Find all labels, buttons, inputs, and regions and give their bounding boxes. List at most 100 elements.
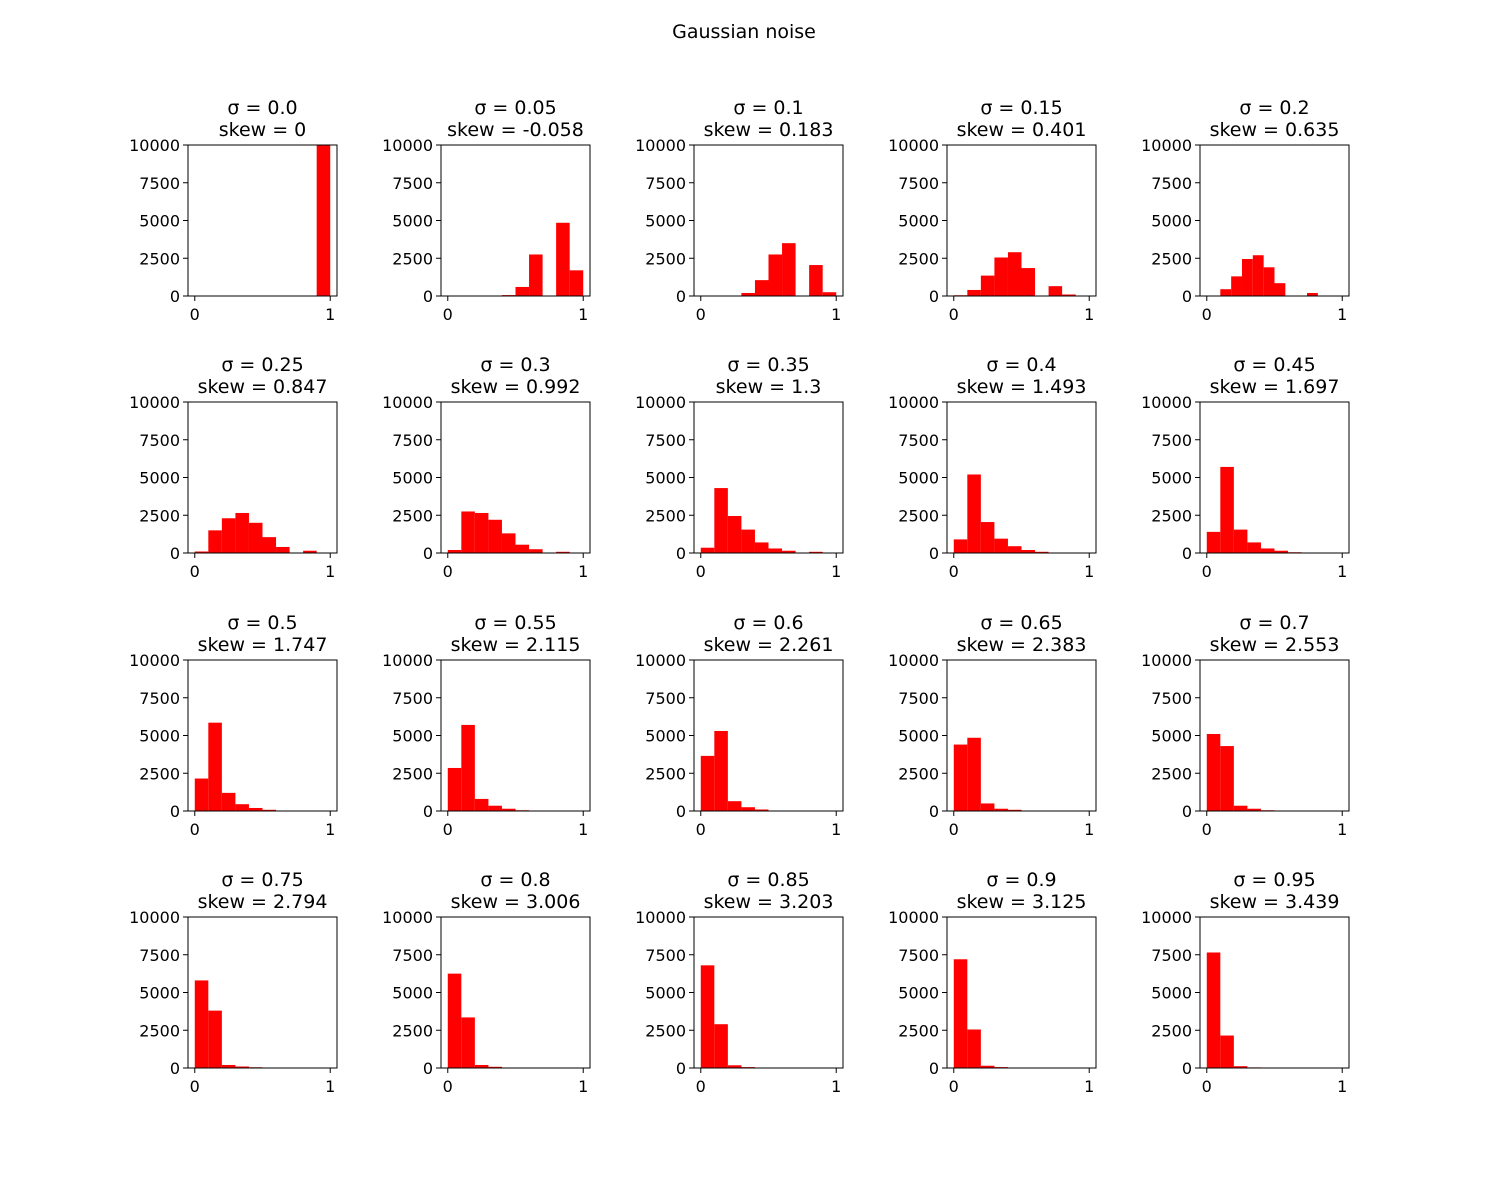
histogram-bar (782, 550, 796, 553)
y-tick-label: 2500 (898, 764, 939, 783)
histogram-bar (727, 1065, 742, 1068)
y-tick-label: 10000 (1141, 651, 1192, 670)
y-tick-label: 0 (929, 544, 939, 563)
y-tick-label: 0 (929, 1059, 939, 1078)
y-tick-label: 2500 (645, 506, 686, 525)
y-tick-label: 7500 (139, 431, 180, 450)
histogram-bar (488, 1066, 502, 1068)
histogram-bar (474, 798, 489, 811)
histogram-bar (316, 145, 331, 296)
x-tick-label: 1 (325, 1077, 335, 1096)
y-tick-label: 2500 (1151, 1021, 1192, 1040)
histogram-bar (529, 549, 543, 553)
histogram-bar (980, 1065, 995, 1068)
histogram-bar (822, 292, 837, 296)
panel-sigma-title: σ = 0.9 (986, 869, 1056, 891)
histogram-bar (1021, 268, 1036, 296)
y-tick-label: 2500 (392, 506, 433, 525)
y-tick-label: 0 (676, 802, 686, 821)
y-tick-label: 10000 (888, 393, 939, 412)
histogram-bar (782, 243, 796, 296)
panel-skew-title: skew = 0.847 (198, 376, 328, 398)
x-tick-label: 1 (578, 1077, 588, 1096)
panel-skew-title: skew = 3.125 (957, 891, 1087, 913)
histogram-bar (194, 980, 209, 1068)
y-tick-label: 2500 (898, 1021, 939, 1040)
y-tick-label: 7500 (645, 946, 686, 965)
y-tick-label: 10000 (382, 393, 433, 412)
y-tick-label: 2500 (392, 764, 433, 783)
histogram-bar (741, 529, 755, 553)
panel-sigma-title: σ = 0.65 (980, 612, 1062, 634)
x-tick-label: 1 (325, 305, 335, 324)
histogram-bar (1048, 286, 1063, 296)
y-tick-label: 5000 (392, 727, 433, 746)
y-tick-label: 2500 (645, 249, 686, 268)
panel-skew-title: skew = 3.006 (451, 891, 581, 913)
y-tick-label: 7500 (1151, 174, 1192, 193)
y-tick-label: 5000 (898, 469, 939, 488)
y-tick-label: 7500 (645, 689, 686, 708)
x-tick-label: 1 (1337, 305, 1347, 324)
panel-sigma-title: σ = 0.7 (1239, 612, 1309, 634)
y-tick-label: 0 (170, 802, 180, 821)
histogram-bar (262, 537, 277, 553)
histogram-bar (809, 551, 823, 553)
y-tick-label: 5000 (139, 984, 180, 1003)
y-tick-label: 7500 (392, 946, 433, 965)
panel-skew-title: skew = 0 (219, 119, 307, 141)
y-tick-label: 0 (423, 1059, 433, 1078)
panel-skew-title: skew = 0.635 (1210, 119, 1340, 141)
panel-sigma-title: σ = 0.8 (480, 869, 550, 891)
y-tick-label: 2500 (898, 249, 939, 268)
y-tick-label: 10000 (635, 651, 686, 670)
y-tick-label: 0 (1182, 802, 1192, 821)
x-tick-label: 1 (1084, 305, 1094, 324)
y-tick-label: 7500 (392, 689, 433, 708)
panel-skew-title: skew = 2.115 (451, 634, 581, 656)
y-tick-label: 2500 (1151, 249, 1192, 268)
x-tick-label: 1 (1084, 820, 1094, 839)
histogram-bar (1274, 550, 1289, 553)
y-tick-label: 5000 (1151, 212, 1192, 231)
histogram-bar (967, 737, 981, 811)
y-tick-label: 0 (170, 287, 180, 306)
y-tick-label: 2500 (645, 764, 686, 783)
y-tick-label: 7500 (898, 689, 939, 708)
histogram-bar (235, 512, 249, 553)
x-tick-label: 0 (190, 1077, 200, 1096)
y-tick-label: 5000 (645, 469, 686, 488)
y-tick-label: 10000 (635, 393, 686, 412)
y-tick-label: 0 (423, 544, 433, 563)
histogram-bar (994, 257, 1008, 296)
panel-skew-title: skew = 2.383 (957, 634, 1087, 656)
histogram-bar (501, 533, 516, 553)
x-tick-label: 0 (190, 562, 200, 581)
y-tick-label: 10000 (888, 651, 939, 670)
histogram-bar (1220, 746, 1234, 811)
y-tick-label: 7500 (1151, 946, 1192, 965)
x-tick-label: 0 (190, 820, 200, 839)
y-tick-label: 0 (929, 287, 939, 306)
histogram-bar (1007, 546, 1022, 553)
histogram-bar (303, 550, 317, 553)
y-tick-label: 7500 (1151, 689, 1192, 708)
y-tick-label: 0 (1182, 287, 1192, 306)
x-tick-label: 0 (949, 305, 959, 324)
panel-skew-title: skew = 1.747 (198, 634, 328, 656)
panel-sigma-title: σ = 0.6 (733, 612, 803, 634)
x-tick-label: 1 (1084, 1077, 1094, 1096)
histogram-bar (221, 792, 236, 811)
x-tick-label: 0 (443, 1077, 453, 1096)
panel-skew-title: skew = 0.183 (704, 119, 834, 141)
panel-sigma-title: σ = 0.4 (986, 354, 1056, 376)
histogram-bar (1260, 548, 1275, 553)
panel-skew-title: skew = -0.058 (447, 119, 584, 141)
